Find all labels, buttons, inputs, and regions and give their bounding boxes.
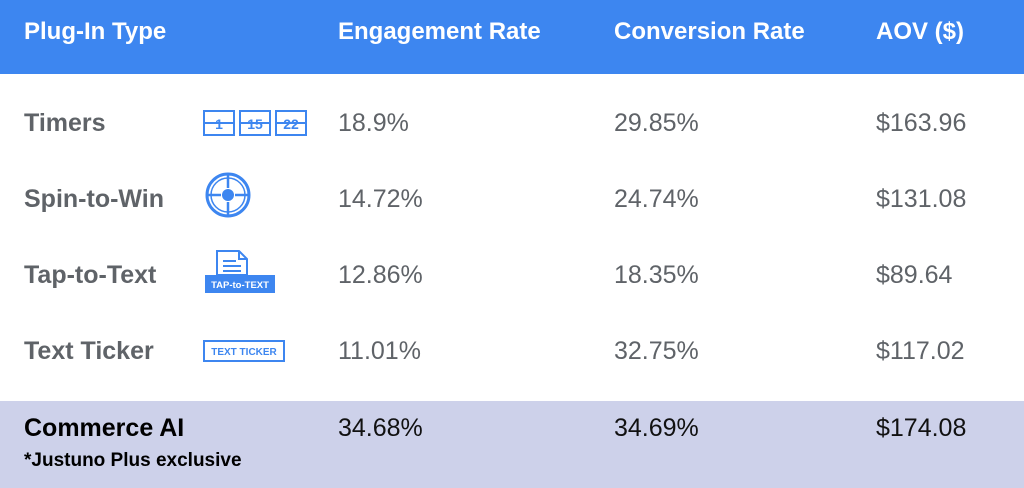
conversion-rate-cell: 18.35% [614,261,699,289]
column-header-engagement-rate: Engagement Rate [338,18,541,45]
aov-cell: $89.64 [876,261,953,289]
plugin-type-cell: Text Ticker [24,337,154,365]
table-row: Text Ticker TEXT TICKER 11.01% 32.75% $1… [0,313,1024,389]
table-row: Tap-to-Text TAP-to-TEXT 12.86% 18.35% $8… [0,237,1024,313]
highlight-row-commerce-ai: Commerce AI *Justuno Plus exclusive 34.6… [0,401,1024,488]
conversion-rate-cell: 34.69% [614,414,699,442]
timer-digit-1: 1 [215,116,223,132]
timer-digit-22: 22 [283,116,299,132]
plugin-type-cell: Tap-to-Text [24,261,157,289]
spin-wheel-icon [205,172,251,218]
exclusive-footnote: *Justuno Plus exclusive [24,450,242,471]
aov-cell: $117.02 [876,337,965,365]
plugin-type-cell: Spin-to-Win [24,185,165,213]
engagement-rate-cell: 18.9% [338,109,409,137]
table-header: Plug-In Type Engagement Rate Conversion … [0,0,1024,74]
calendar-numbers-icon: 1 15 22 [203,110,307,136]
plugin-type-cell: Commerce AI [24,414,185,442]
text-ticker-label: TEXT TICKER [211,347,277,358]
timer-digit-15: 15 [247,116,263,132]
text-ticker-icon: TEXT TICKER [203,340,285,362]
column-header-aov: AOV ($) [876,18,965,45]
engagement-rate-cell: 12.86% [338,261,423,289]
tap-to-text-icon: TAP-to-TEXT [205,250,275,293]
plugin-type-cell: Timers [24,109,106,137]
aov-cell: $131.08 [876,185,967,213]
conversion-rate-cell: 29.85% [614,109,699,137]
table-row: Spin-to-Win 14.72% 24.74% $131.08 [0,161,1024,237]
conversion-rate-cell: 24.74% [614,185,699,213]
aov-cell: $174.08 [876,414,967,442]
aov-cell: $163.96 [876,109,967,137]
conversion-rate-cell: 32.75% [614,337,699,365]
column-header-conversion-rate: Conversion Rate [614,18,805,45]
engagement-rate-cell: 11.01% [338,337,421,365]
engagement-rate-cell: 34.68% [338,414,423,442]
column-header-plugin-type: Plug-In Type [24,18,167,45]
table-row: Timers 1 15 22 18.9% 29.85% $163.96 [0,85,1024,161]
engagement-rate-cell: 14.72% [338,185,423,213]
tap-to-text-label: TAP-to-TEXT [211,280,269,291]
